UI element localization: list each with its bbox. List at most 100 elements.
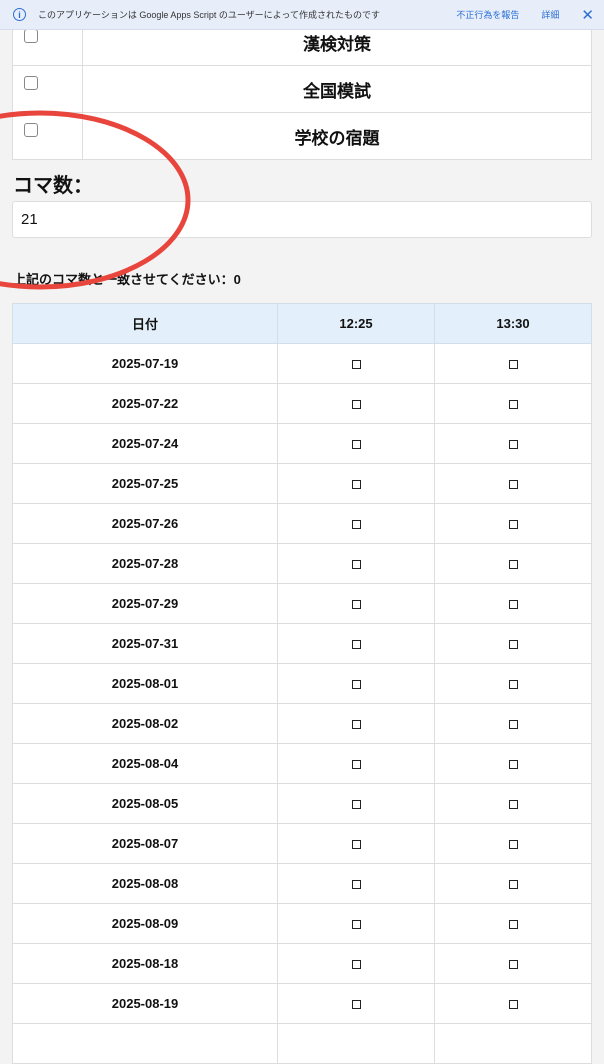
- slot-checkbox[interactable]: [508, 520, 518, 530]
- close-icon[interactable]: ✕: [581, 6, 594, 24]
- slot-1330-cell[interactable]: [434, 343, 592, 384]
- schedule-table: 日付 12:25 13:30 2025-07-19 2025-07-22 2025-…: [12, 303, 592, 1064]
- slot-checkbox[interactable]: [508, 920, 518, 930]
- slot-1330-cell[interactable]: [434, 543, 592, 584]
- slot-1225-cell[interactable]: [277, 943, 435, 984]
- slot-checkbox[interactable]: [508, 480, 518, 490]
- slot-1330-cell[interactable]: [434, 1023, 592, 1064]
- slot-checkbox[interactable]: [508, 680, 518, 690]
- date-cell: 2025-07-24: [12, 423, 278, 464]
- koma-input[interactable]: 21: [12, 201, 592, 238]
- slot-checkbox[interactable]: [351, 440, 361, 450]
- slot-checkbox[interactable]: [351, 1000, 361, 1010]
- slot-checkbox[interactable]: [351, 840, 361, 850]
- slot-1225-cell[interactable]: [277, 663, 435, 704]
- slot-1225-cell[interactable]: [277, 463, 435, 504]
- slot-checkbox[interactable]: [351, 640, 361, 650]
- subject-checkbox[interactable]: [24, 123, 38, 137]
- subject-checkbox[interactable]: [24, 76, 38, 90]
- slot-1225-cell[interactable]: [277, 1023, 435, 1064]
- date-cell: 2025-07-31: [12, 623, 278, 664]
- slot-1225-cell[interactable]: [277, 823, 435, 864]
- slot-checkbox[interactable]: [351, 600, 361, 610]
- table-row: 2025-07-25: [12, 463, 592, 504]
- subject-row: 学校の宿題: [12, 112, 592, 160]
- slot-1225-cell[interactable]: [277, 623, 435, 664]
- slot-1225-cell[interactable]: [277, 423, 435, 464]
- date-cell: 2025-08-01: [12, 663, 278, 704]
- date-cell: 2025-08-04: [12, 743, 278, 784]
- slot-1330-cell[interactable]: [434, 823, 592, 864]
- slot-checkbox[interactable]: [351, 480, 361, 490]
- banner-message: このアプリケーションは Google Apps Script のユーザーによって…: [38, 10, 380, 20]
- slot-checkbox[interactable]: [508, 960, 518, 970]
- slot-checkbox[interactable]: [508, 360, 518, 370]
- slot-checkbox[interactable]: [508, 640, 518, 650]
- table-row: 2025-07-19: [12, 343, 592, 384]
- date-cell: 2025-08-09: [12, 903, 278, 944]
- slot-checkbox[interactable]: [351, 960, 361, 970]
- slot-1330-cell[interactable]: [434, 703, 592, 744]
- slot-1330-cell[interactable]: [434, 383, 592, 424]
- slot-checkbox[interactable]: [351, 400, 361, 410]
- slot-checkbox[interactable]: [351, 920, 361, 930]
- slot-1225-cell[interactable]: [277, 503, 435, 544]
- slot-checkbox[interactable]: [508, 400, 518, 410]
- slot-1330-cell[interactable]: [434, 743, 592, 784]
- slot-1225-cell[interactable]: [277, 863, 435, 904]
- slot-1330-cell[interactable]: [434, 503, 592, 544]
- slot-checkbox[interactable]: [351, 520, 361, 530]
- slot-checkbox[interactable]: [508, 600, 518, 610]
- table-row: 2025-07-28: [12, 543, 592, 584]
- slot-1330-cell[interactable]: [434, 863, 592, 904]
- details-link[interactable]: 詳細: [541, 10, 560, 20]
- slot-1225-cell[interactable]: [277, 583, 435, 624]
- date-cell: 2025-07-28: [12, 543, 278, 584]
- slot-1330-cell[interactable]: [434, 783, 592, 824]
- slot-checkbox[interactable]: [351, 360, 361, 370]
- subject-table: 漢検対策 全国模試 学校の宿題: [12, 18, 592, 160]
- table-row: 2025-08-01: [12, 663, 592, 704]
- slot-checkbox[interactable]: [508, 760, 518, 770]
- table-row: 2025-07-24: [12, 423, 592, 464]
- slot-checkbox[interactable]: [508, 840, 518, 850]
- slot-1330-cell[interactable]: [434, 623, 592, 664]
- slot-checkbox[interactable]: [508, 560, 518, 570]
- table-row: 2025-08-07: [12, 823, 592, 864]
- subject-checkbox-cell: [12, 65, 83, 113]
- slot-1330-cell[interactable]: [434, 903, 592, 944]
- slot-checkbox[interactable]: [351, 560, 361, 570]
- slot-1330-cell[interactable]: [434, 663, 592, 704]
- table-row: 2025-07-26: [12, 503, 592, 544]
- slot-checkbox[interactable]: [508, 800, 518, 810]
- slot-1225-cell[interactable]: [277, 743, 435, 784]
- slot-1225-cell[interactable]: [277, 383, 435, 424]
- slot-checkbox[interactable]: [508, 1000, 518, 1010]
- slot-checkbox[interactable]: [508, 880, 518, 890]
- slot-1330-cell[interactable]: [434, 983, 592, 1024]
- slot-1225-cell[interactable]: [277, 903, 435, 944]
- date-cell: 2025-07-19: [12, 343, 278, 384]
- slot-checkbox[interactable]: [351, 760, 361, 770]
- slot-1225-cell[interactable]: [277, 543, 435, 584]
- table-row: 2025-08-19: [12, 983, 592, 1024]
- slot-checkbox[interactable]: [508, 440, 518, 450]
- slot-1225-cell[interactable]: [277, 783, 435, 824]
- slot-1225-cell[interactable]: [277, 343, 435, 384]
- slot-1330-cell[interactable]: [434, 423, 592, 464]
- slot-1330-cell[interactable]: [434, 463, 592, 504]
- date-cell: 2025-07-26: [12, 503, 278, 544]
- slot-1225-cell[interactable]: [277, 703, 435, 744]
- table-row: 2025-08-09: [12, 903, 592, 944]
- slot-checkbox[interactable]: [351, 800, 361, 810]
- slot-checkbox[interactable]: [351, 680, 361, 690]
- slot-1330-cell[interactable]: [434, 583, 592, 624]
- slot-checkbox[interactable]: [351, 720, 361, 730]
- slot-1225-cell[interactable]: [277, 983, 435, 1024]
- subject-checkbox[interactable]: [24, 29, 38, 43]
- slot-checkbox[interactable]: [508, 720, 518, 730]
- date-cell: [12, 1023, 278, 1064]
- slot-checkbox[interactable]: [351, 880, 361, 890]
- slot-1330-cell[interactable]: [434, 943, 592, 984]
- report-abuse-link[interactable]: 不正行為を報告: [456, 10, 520, 20]
